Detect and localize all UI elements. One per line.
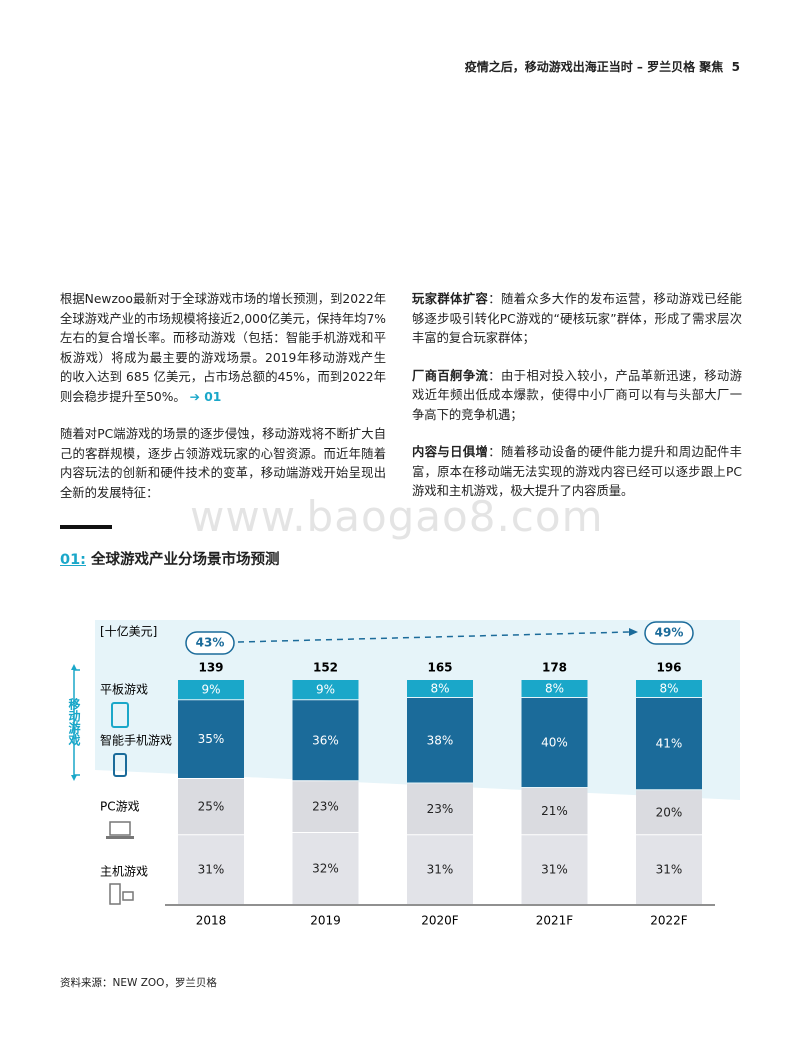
total-label: 178 [542, 661, 567, 675]
bar-segment [521, 680, 588, 697]
bar-segment [636, 680, 702, 697]
chart: [十亿美元] 移动游戏 43% 49% 平板游戏 智能手机游戏 PC游戏 主机游… [67, 620, 740, 928]
x-tick-label: 2021F [536, 914, 574, 928]
value-label: 25% [198, 800, 225, 814]
bar-segment [292, 700, 359, 781]
bar-segment [178, 835, 244, 904]
bar-segment [521, 698, 588, 787]
group-label: 移动游戏 [67, 697, 81, 747]
term: 内容与日俱增 [412, 445, 489, 459]
bar-segment [521, 788, 588, 835]
paragraph-text: ：由于相对投入较小，产品革新迅速，移动游戏近年频出低成本爆款，使得中小厂商可以有… [412, 368, 742, 422]
bar-segment [292, 781, 359, 832]
paragraph-text: 随着对PC端游戏的场景的逐步侵蚀，移动游戏将不断扩大自己的客群规模，逐步占领游戏… [60, 427, 386, 500]
figure-link[interactable]: ➔ 01 [189, 389, 222, 404]
value-label: 8% [545, 682, 564, 696]
bar-segment [407, 783, 473, 835]
paragraph: 随着对PC端游戏的场景的逐步侵蚀，移动游戏将不断扩大自己的客群规模，逐步占领游戏… [60, 425, 386, 503]
bar-segment [292, 680, 359, 700]
value-label: 31% [541, 863, 568, 877]
total-label: 196 [656, 661, 681, 675]
bar-segment [636, 790, 702, 835]
total-label: 152 [313, 661, 338, 675]
paragraph: 厂商百舸争流：由于相对投入较小，产品革新迅速，移动游戏近年频出低成本爆款，使得中… [412, 367, 742, 426]
series-label: 主机游戏 [100, 865, 148, 879]
annotation: 49% [655, 626, 684, 640]
value-label: 41% [656, 737, 683, 751]
paragraph: 玩家群体扩容：随着众多大作的发布运营，移动游戏已经能够逐步吸引转化PC游戏的“硬… [412, 290, 742, 349]
pc-icon [109, 821, 131, 836]
series-label: 平板游戏 [100, 683, 148, 697]
value-label: 35% [198, 732, 225, 746]
value-label: 31% [427, 863, 454, 877]
bar-segment [407, 835, 473, 904]
section-number: 01: [60, 552, 86, 568]
x-tick-label: 2019 [310, 914, 341, 928]
series-label: 智能手机游戏 [100, 733, 172, 748]
page-number: 5 [731, 60, 740, 74]
paragraph-text: 根据Newzoo最新对于全球游戏市场的增长预测，到2022年全球游戏产业的市场规… [60, 292, 386, 404]
term: 厂商百舸争流 [412, 368, 489, 383]
value-label: 40% [541, 736, 568, 750]
unit-label: [十亿美元] [100, 624, 157, 639]
bar-segment [178, 700, 244, 778]
x-tick-label: 2018 [196, 914, 227, 928]
console-icon [122, 891, 134, 901]
pc-icon-base [106, 836, 134, 839]
paragraph: 内容与日俱增：随着移动设备的硬件能力提升和周边配件丰富，原本在移动端无法实现的游… [412, 443, 742, 502]
bar-segment [292, 833, 359, 904]
arrow-head [629, 628, 638, 636]
value-label: 21% [541, 804, 568, 818]
value-label: 20% [656, 805, 683, 819]
annotation-pill [644, 621, 694, 645]
section-heading: 01: 全球游戏产业分场景市场预测 [60, 548, 280, 569]
left-column: 根据Newzoo最新对于全球游戏市场的增长预测，到2022年全球游戏产业的市场规… [60, 290, 386, 521]
value-label: 31% [656, 863, 683, 877]
annotation: 43% [196, 636, 225, 650]
bar-segment [407, 698, 473, 783]
annotation-pill [185, 631, 235, 655]
value-label: 9% [201, 683, 220, 697]
phone-icon [113, 753, 127, 777]
bar-segment [178, 680, 244, 700]
header: 疫情之后，移动游戏出海正当时 – 罗兰贝格 聚焦 5 [465, 58, 740, 75]
watermark: www.baogao8.com [190, 492, 604, 541]
x-tick-label: 2022F [650, 914, 688, 928]
source: 资料来源：NEW ZOO，罗兰贝格 [60, 977, 217, 989]
total-label: 139 [198, 661, 223, 675]
bar-segment [521, 835, 588, 904]
paragraph: 根据Newzoo最新对于全球游戏市场的增长预测，到2022年全球游戏产业的市场规… [60, 290, 386, 407]
bar-segment [636, 835, 702, 904]
bar-segment [407, 680, 473, 697]
value-label: 23% [427, 802, 454, 816]
value-label: 36% [312, 733, 339, 747]
paragraph-text: ：随着众多大作的发布运营，移动游戏已经能够逐步吸引转化PC游戏的“硬核玩家”群体… [412, 292, 742, 345]
paragraph-text: ：随着移动设备的硬件能力提升和周边配件丰富，原本在移动端无法实现的游戏内容已经可… [412, 445, 742, 498]
section-rule [60, 525, 112, 529]
value-label: 8% [659, 682, 678, 696]
header-title: 疫情之后，移动游戏出海正当时 – 罗兰贝格 聚焦 [464, 60, 724, 74]
bar-segment [178, 779, 244, 835]
tablet-icon [111, 702, 129, 728]
bar-segment [636, 698, 702, 790]
series-label: PC游戏 [100, 800, 140, 814]
total-label: 165 [427, 661, 452, 675]
right-column: 玩家群体扩容：随着众多大作的发布运营，移动游戏已经能够逐步吸引转化PC游戏的“硬… [412, 290, 742, 520]
x-tick-label: 2020F [421, 914, 459, 928]
value-label: 9% [316, 683, 335, 697]
section-title: 全球游戏产业分场景市场预测 [91, 552, 280, 568]
value-label: 23% [312, 800, 339, 814]
console-icon [109, 883, 121, 905]
value-label: 32% [312, 862, 339, 876]
value-label: 38% [427, 733, 454, 747]
value-label: 8% [430, 682, 449, 696]
term: 玩家群体扩容 [412, 292, 489, 306]
value-label: 31% [198, 863, 225, 877]
